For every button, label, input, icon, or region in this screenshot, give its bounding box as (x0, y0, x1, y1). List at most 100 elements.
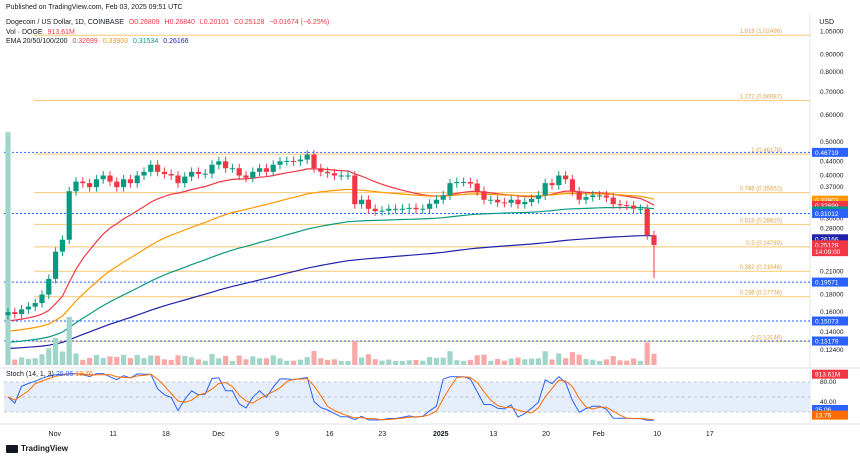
volume-bar (53, 338, 59, 365)
candle-body (209, 164, 215, 174)
candle-body (87, 183, 93, 188)
candle-body (637, 208, 643, 210)
volume-bar (277, 358, 283, 365)
candle-body (535, 195, 541, 199)
volume-bar (175, 355, 181, 365)
price-badge-text: 0.19571 (815, 280, 839, 287)
volume-bar (236, 355, 242, 365)
candle-body (297, 159, 303, 162)
volume-bar (257, 358, 263, 365)
volume-bar (393, 361, 399, 365)
candle-body (563, 175, 569, 180)
volume-bar (304, 357, 310, 365)
candle-body (311, 154, 317, 169)
fib-label-7: 0.236 (0.17738) (740, 291, 782, 297)
volume-bar (542, 351, 548, 365)
candle-body (529, 198, 535, 202)
ema-legend[interactable]: EMA 20/50/100/200 0.32699 0.33903 0.3153… (6, 38, 192, 45)
candle-body (413, 207, 419, 210)
price-badge (812, 234, 848, 244)
volume-bar (590, 359, 596, 365)
volume-bar (270, 355, 276, 365)
symbol-title[interactable]: Dogecoin / US Dollar, 1D, COINBASE (6, 19, 124, 26)
candle-body (556, 175, 562, 186)
volume-bar (100, 358, 106, 365)
fib-label-1: 1.272 (0.66087) (740, 95, 782, 101)
candle-body (352, 175, 358, 205)
candle-body (393, 208, 399, 210)
x-tick-label: 9 (275, 431, 279, 438)
price-badge (812, 195, 848, 205)
volume-bar (229, 361, 235, 365)
volume-bar (563, 358, 569, 365)
candle-body (522, 201, 528, 205)
currency-label: USD (819, 19, 834, 26)
price-badge (812, 277, 848, 287)
volume-bar (447, 351, 453, 365)
volume-bar (168, 359, 174, 365)
volume-bar (474, 355, 480, 365)
ohlc-open: O0.26809 (128, 19, 160, 26)
candle-body (127, 179, 133, 184)
candle-body (569, 179, 575, 192)
volume-bar (617, 360, 623, 365)
volume-bar (134, 354, 140, 365)
stoch-k-value: 25.06 (55, 371, 74, 378)
y-tick-label: 0.80000 (820, 69, 844, 76)
candle-body (542, 183, 548, 196)
ema200-value: 0.26166 (163, 38, 189, 45)
volume-bar (325, 359, 331, 365)
ema20-value: 0.32699 (72, 38, 98, 45)
stoch-d-line (7, 373, 655, 421)
stoch-d-value: 13.76 (75, 371, 93, 378)
volume-bar (624, 360, 630, 365)
stoch-label: Stoch (14, 1, 3) (6, 371, 54, 378)
volume-bar (12, 359, 18, 365)
volume-bar (331, 359, 337, 365)
stoch-badge (812, 404, 848, 414)
fib-label-8: 0 (0.13146) (751, 335, 782, 341)
volume-bar (284, 360, 290, 365)
volume-bar (216, 358, 222, 365)
candle-body (236, 168, 242, 176)
ema100-value: 0.31534 (132, 38, 159, 45)
y-tick-label: 0.60000 (820, 112, 844, 119)
volume-bar (461, 361, 467, 365)
candle-body (338, 175, 344, 177)
y-tick-label: 0.44000 (820, 158, 844, 165)
candle-body (25, 306, 31, 310)
volume-bar (501, 360, 507, 365)
volume-bar (318, 358, 324, 365)
candle-body (161, 171, 167, 175)
volume-bar (495, 358, 501, 365)
volume-bar (603, 359, 609, 365)
candle-body (134, 175, 140, 184)
volume-bar (250, 356, 256, 365)
volume-bar (114, 356, 120, 365)
volume-bar (515, 357, 521, 365)
candle-body (603, 195, 609, 198)
volume-bar (39, 354, 45, 365)
stoch-legend[interactable]: Stoch (14, 1, 3) 25.06 13.76 (6, 371, 93, 378)
volume-bar (359, 357, 365, 365)
x-tick-label: Nov (49, 431, 62, 438)
price-badge (812, 247, 848, 257)
volume-bar (121, 354, 127, 365)
volume-bar (372, 359, 378, 365)
y-tick-label: 0.40000 (820, 173, 844, 180)
candle-body (107, 175, 113, 182)
y-tick-label: 0.28000 (820, 226, 844, 233)
volume-bar (263, 358, 269, 365)
candle-body (277, 161, 283, 165)
ema200-line (7, 235, 655, 350)
x-tick-label: 10 (653, 431, 661, 438)
volume-legend[interactable]: Vol · DOGE 913.61M (6, 29, 78, 36)
candle-body (631, 205, 637, 209)
volume-bar (583, 358, 589, 365)
ohlc-change: −0.01674 (−6.25%) (269, 19, 330, 26)
candle-body (379, 210, 385, 212)
candle-body (59, 239, 65, 252)
volume-bar (644, 342, 650, 365)
candle-body (284, 160, 290, 162)
